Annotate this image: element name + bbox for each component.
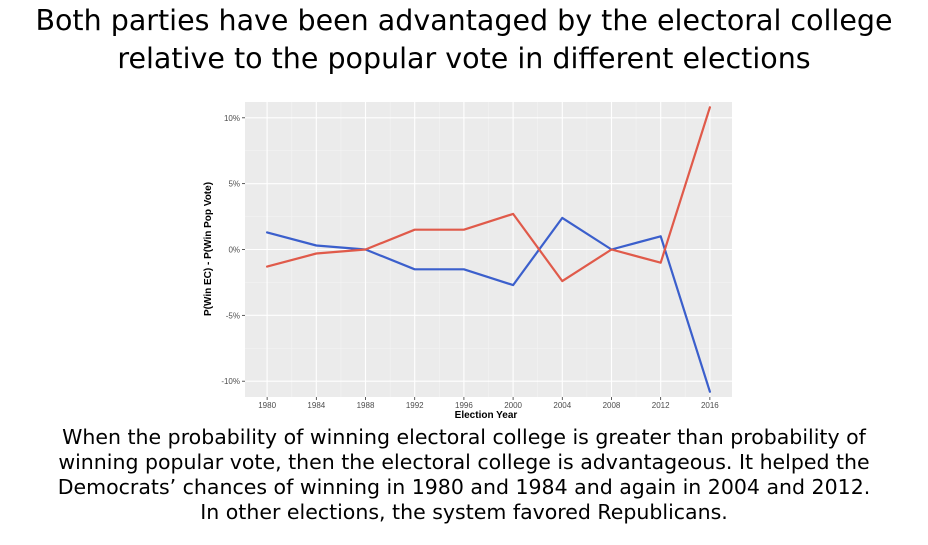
y-tick-label: 10%	[224, 114, 240, 123]
caption: When the probability of winning electora…	[0, 425, 928, 525]
y-axis-ticks: -10% -5% 0% 5% 10%	[221, 114, 245, 386]
series-line-republicans	[265, 106, 712, 283]
x-tick-label: 2012	[652, 401, 670, 410]
slide-title-line-1: Both parties have been advantaged by the…	[35, 4, 893, 37]
caption-line-3: Democrats’ chances of winning in 1980 an…	[57, 475, 871, 499]
caption-line-2: winning popular vote, then the electoral…	[58, 450, 870, 474]
slide-title: Both parties have been advantaged by the…	[0, 2, 928, 78]
caption-line-1: When the probability of winning electora…	[62, 425, 866, 449]
x-tick-label: 1984	[307, 401, 325, 410]
slide-title-line-2: relative to the popular vote in differen…	[117, 42, 811, 75]
series-lines	[265, 106, 712, 393]
x-axis-title: Election Year	[455, 410, 518, 421]
y-axis-title: P(Win EC) - P(Win Pop Vote)	[203, 182, 214, 316]
x-tick-label: 1996	[455, 401, 473, 410]
x-tick-label: 2004	[553, 401, 571, 410]
x-tick-label: 2008	[603, 401, 621, 410]
x-tick-label: 2016	[701, 401, 719, 410]
caption-line-4: In other elections, the system favored R…	[200, 500, 728, 524]
x-axis-ticks: 1980 1984 1988 1992 1996 2000 2004 2008 2012 2016	[258, 397, 719, 410]
y-tick-label: -10%	[221, 377, 240, 386]
y-tick-label: -5%	[226, 311, 240, 320]
line-chart: -10% -5% 0% 5% 10% 1980 1984 1988 1992 1996 2000 2…	[195, 98, 740, 425]
y-tick-label: 0%	[228, 246, 240, 255]
series-line-democrats	[265, 216, 712, 393]
grid-major	[245, 102, 732, 397]
x-tick-label: 1988	[357, 401, 375, 410]
x-tick-label: 1992	[406, 401, 424, 410]
x-tick-label: 1980	[258, 401, 276, 410]
y-tick-label: 5%	[228, 180, 240, 189]
x-tick-label: 2000	[504, 401, 522, 410]
